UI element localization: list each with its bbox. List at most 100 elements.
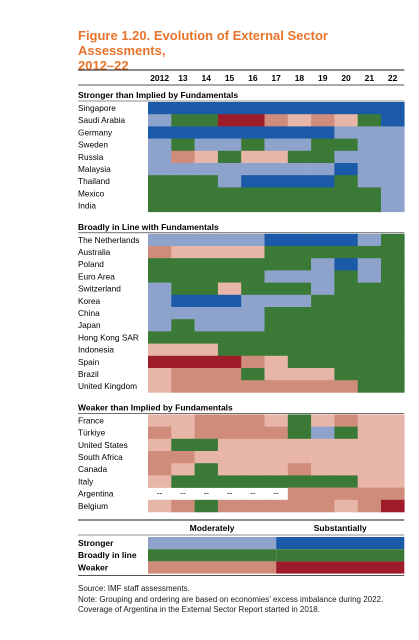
- heatmap-cell: [217, 319, 242, 332]
- heatmap-cell: [148, 163, 172, 176]
- heatmap-cell: [381, 414, 405, 427]
- legend-row-label: Stronger: [78, 538, 114, 548]
- heatmap-cell: [357, 270, 382, 283]
- heatmap-cell: [357, 343, 382, 357]
- heatmap-cell: [287, 451, 312, 464]
- heatmap-cell: [171, 368, 195, 381]
- heatmap-cell: [334, 451, 358, 464]
- heatmap-cell: [171, 294, 195, 308]
- heatmap-cell: [357, 138, 382, 152]
- heatmap-cell: [381, 150, 405, 164]
- heatmap-cell: [264, 126, 289, 139]
- heatmap-cell: [264, 150, 289, 164]
- heatmap-cell: [194, 233, 219, 247]
- heatmap-cell: [148, 114, 172, 127]
- heatmap-cell: [171, 475, 195, 488]
- heatmap-cell: [287, 463, 312, 476]
- heatmap-cell: [194, 282, 219, 296]
- heatmap-cell: [241, 463, 265, 476]
- heatmap-cell: [194, 414, 219, 427]
- heatmap-cell: [194, 187, 219, 200]
- heatmap-cell: [381, 343, 405, 357]
- heatmap-cell: [241, 414, 265, 427]
- heatmap-cell: [357, 475, 382, 488]
- heatmap-cell: [381, 102, 405, 115]
- heatmap-cell: [381, 499, 405, 513]
- row-label: Euro Area: [78, 271, 115, 281]
- year-label: 19: [318, 73, 328, 83]
- heatmap-cell: [334, 258, 358, 271]
- heatmap-cell: [171, 463, 195, 476]
- heatmap-cell: [217, 233, 242, 247]
- heatmap-cell: [287, 355, 312, 369]
- heatmap-cell: [381, 126, 405, 139]
- heatmap-cell: [148, 426, 172, 440]
- heatmap-cell: [148, 331, 172, 344]
- heatmap-cell: [194, 463, 219, 476]
- heatmap-cell: [311, 463, 335, 476]
- heatmap-cell: [171, 102, 195, 115]
- heatmap-cell: [241, 451, 265, 464]
- heatmap-cell: [334, 414, 358, 427]
- heatmap-cell: [148, 475, 172, 488]
- heatmap-cell: [311, 102, 335, 115]
- heatmap-cell: [287, 487, 312, 501]
- year-label: 13: [178, 73, 188, 83]
- heatmap-cell: [334, 426, 358, 440]
- heatmap-cell: [171, 438, 195, 452]
- source-note: Source: IMF staff assessments. Note: Gro…: [78, 584, 408, 616]
- heatmap-cell: [171, 307, 195, 320]
- heatmap-cell: [311, 282, 335, 296]
- heatmap-cell: [381, 270, 405, 283]
- legend-swatch-moderate: [148, 537, 277, 550]
- heatmap-cell: [264, 163, 289, 176]
- heatmap-cell: [311, 487, 335, 501]
- heatmap-cell: [217, 380, 242, 393]
- heatmap-cell: [311, 138, 335, 152]
- no-data-mark: --: [204, 489, 210, 498]
- row-label: Australia: [78, 247, 111, 257]
- heatmap-cell: [334, 343, 358, 357]
- heatmap-cell: [381, 246, 405, 259]
- heatmap-cell: [194, 126, 219, 139]
- heatmap-cell: [217, 451, 242, 464]
- heatmap-cell: [264, 270, 289, 283]
- legend-col-substantial: Substantially: [314, 523, 367, 533]
- heatmap-cell: [171, 270, 195, 283]
- heatmap-cell: [381, 368, 405, 381]
- heatmap-cell: [148, 343, 172, 357]
- heatmap-cell: [217, 126, 242, 139]
- heatmap-cell: [381, 307, 405, 320]
- heatmap-cell: [357, 126, 382, 139]
- heatmap-cell: [381, 138, 405, 152]
- heatmap-cell: [171, 233, 195, 247]
- row-label: South Africa: [78, 452, 123, 462]
- group-title: Weaker than Implied by Fundamentals: [78, 402, 233, 412]
- heatmap-cell: [194, 368, 219, 381]
- heatmap-cell: [334, 438, 358, 452]
- heatmap-cell: [264, 246, 289, 259]
- row-label: Mexico: [78, 188, 105, 198]
- heatmap-cell: [334, 463, 358, 476]
- heatmap-cell: [241, 114, 265, 127]
- heatmap-cell: [381, 319, 405, 332]
- heatmap-cell: [357, 163, 382, 176]
- heatmap-cell: [171, 355, 195, 369]
- heatmap-cell: [217, 258, 242, 271]
- heatmap-cell: [357, 258, 382, 271]
- heatmap-cell: [241, 426, 265, 440]
- heatmap-cell: [357, 114, 382, 127]
- heatmap-cell: [171, 331, 195, 344]
- heatmap-cell: [194, 475, 219, 488]
- heatmap-cell: [357, 307, 382, 320]
- heatmap-cell: [264, 138, 289, 152]
- legend-swatch-substantial: [276, 537, 405, 550]
- heatmap-cell: [194, 343, 219, 357]
- heatmap-cell: [381, 294, 405, 308]
- row-label: Brazil: [78, 369, 99, 379]
- heatmap-cell: [264, 438, 289, 452]
- heatmap-cell: [217, 163, 242, 176]
- heatmap-cell: [381, 380, 405, 393]
- heatmap-cell: [194, 163, 219, 176]
- heatmap-cell: [171, 114, 195, 127]
